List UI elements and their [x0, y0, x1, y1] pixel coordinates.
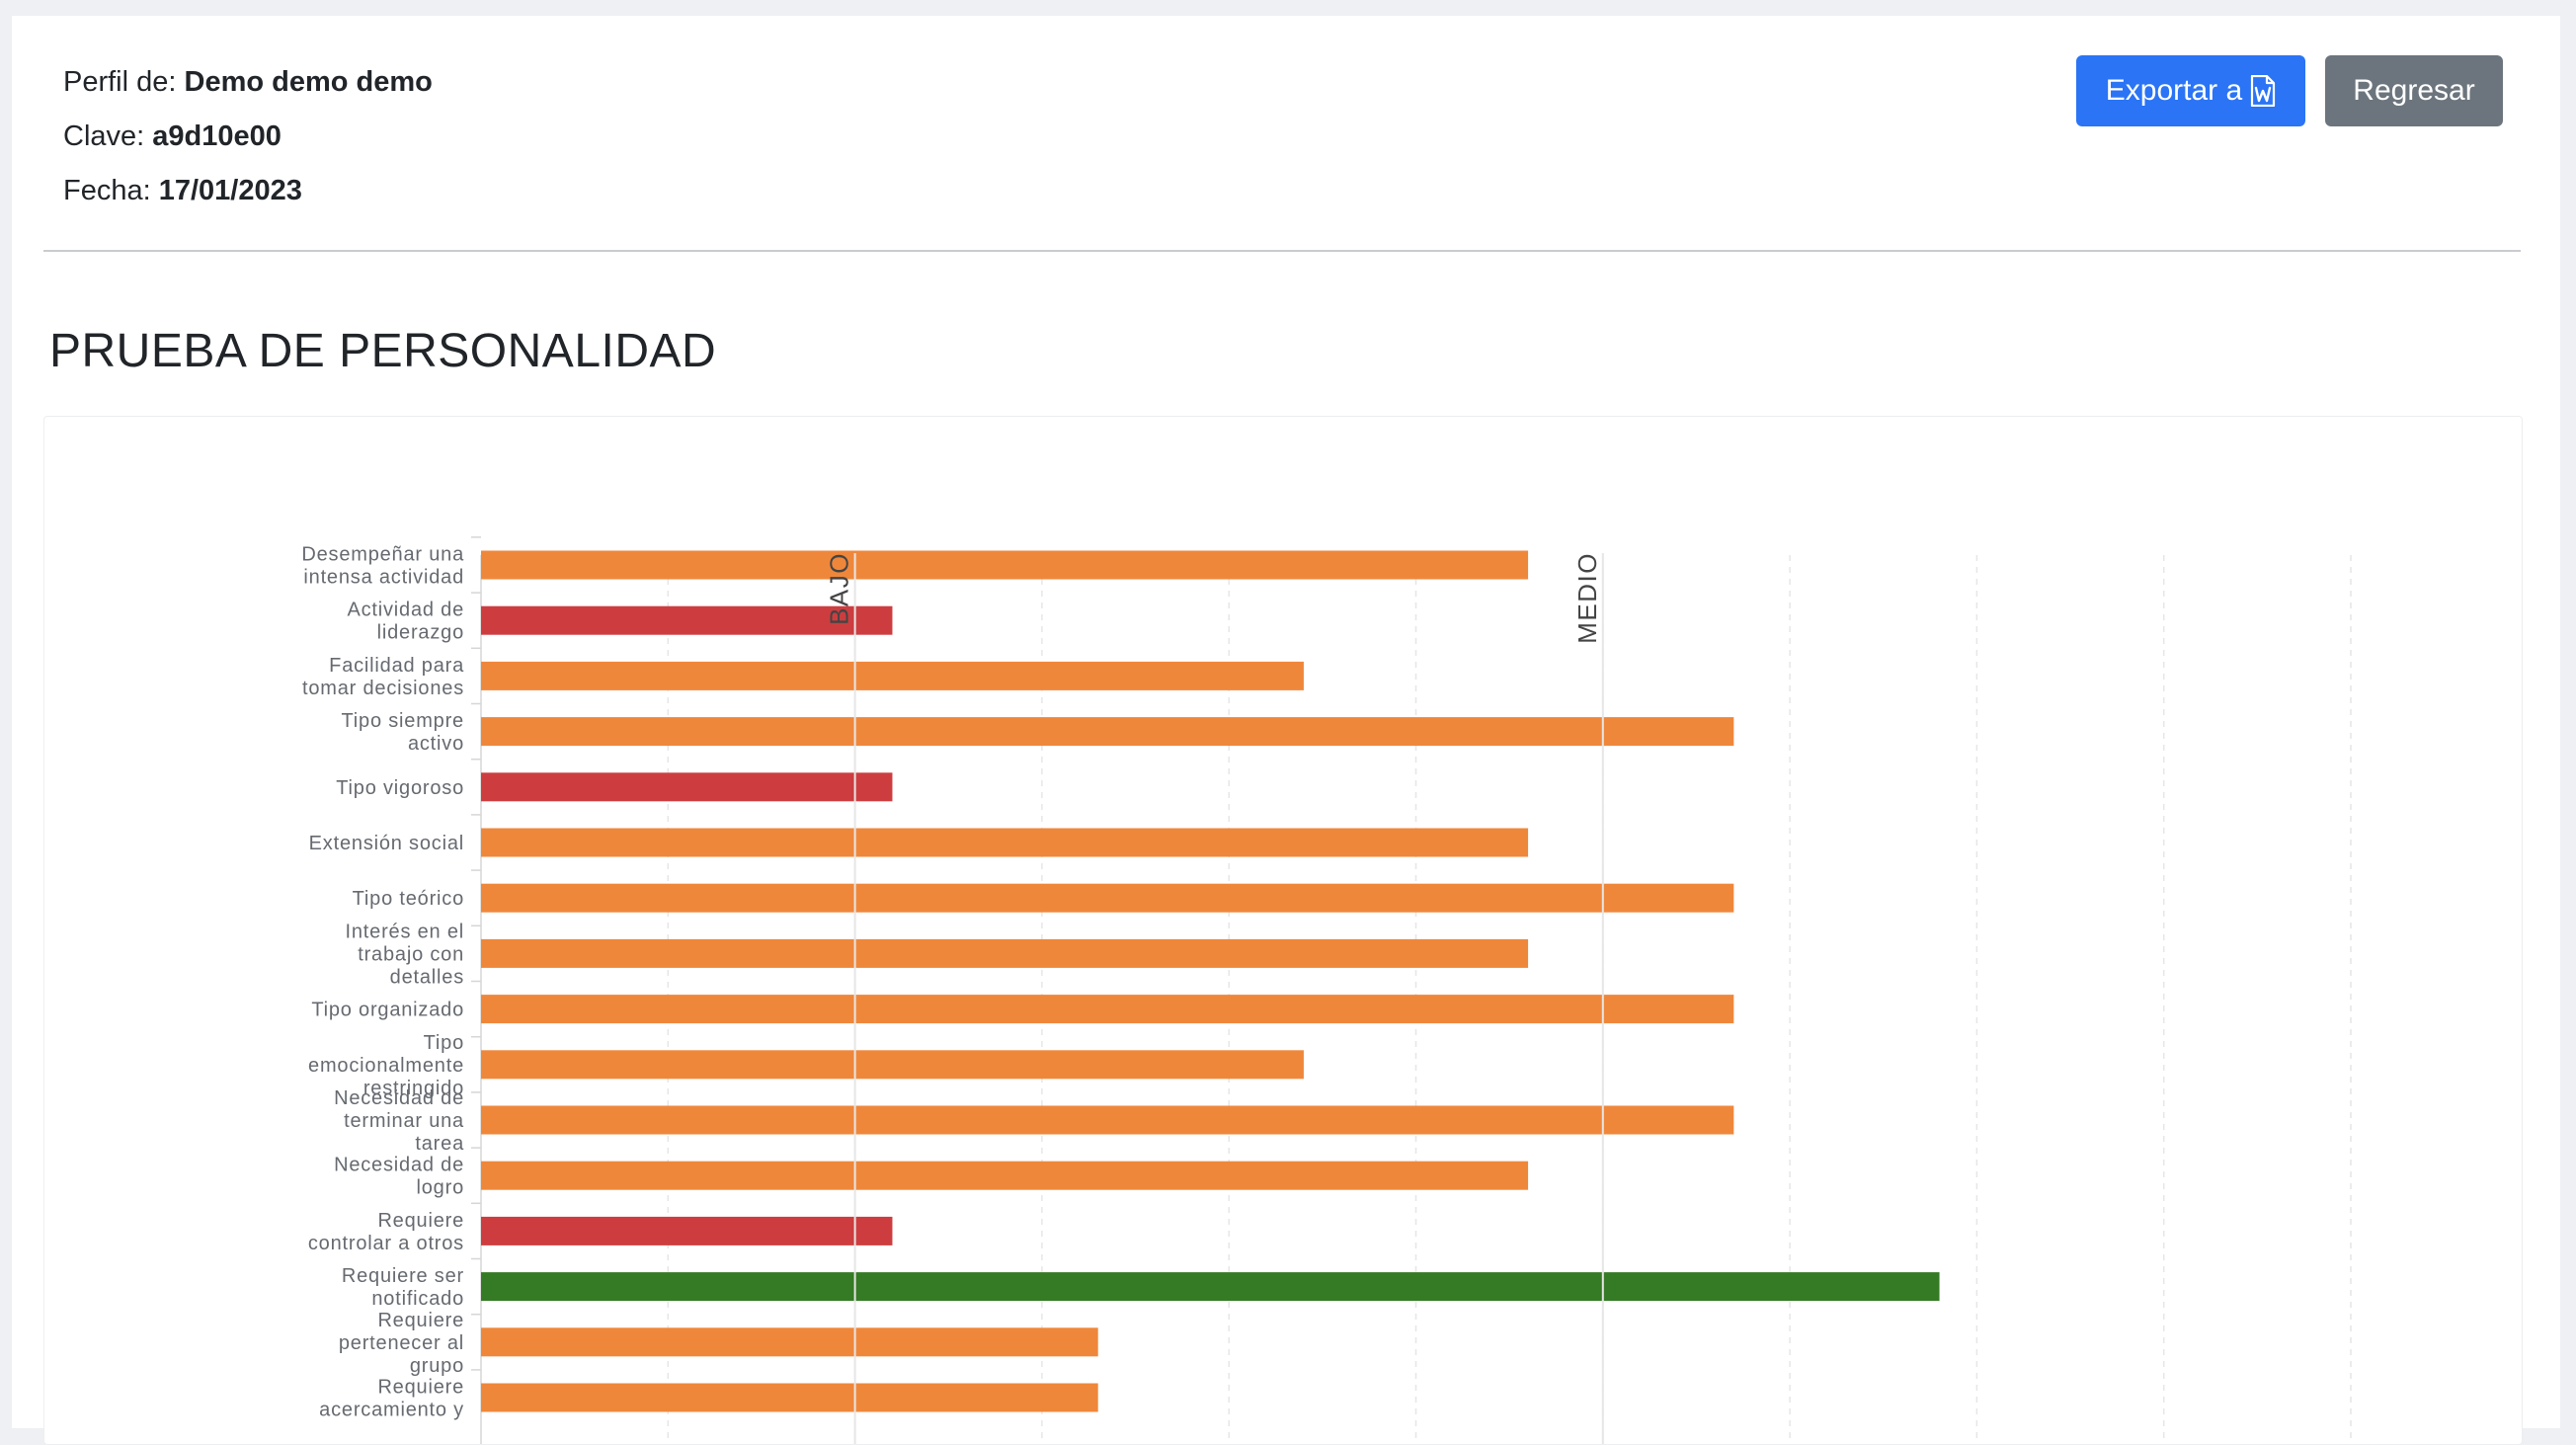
bar [481, 1216, 893, 1245]
category-label: tomar decisiones [302, 678, 464, 699]
category-label: tarea [415, 1133, 464, 1155]
bar [481, 1327, 1098, 1357]
category-label: emocionalmente [308, 1055, 464, 1077]
category-label: intensa actividad [303, 567, 464, 589]
category-label: Tipo [424, 1032, 464, 1054]
bar [481, 550, 1529, 580]
category-label: restringido [363, 1078, 464, 1099]
category-label: Tipo teórico [353, 888, 464, 910]
action-buttons: Exportar a Regresar [2076, 55, 2503, 126]
annotation-label: BAJO [825, 552, 854, 625]
category-label: Interés en el [346, 921, 464, 942]
bar [481, 938, 1529, 968]
category-label: liderazgo [377, 622, 464, 644]
category-label: terminar una [344, 1110, 464, 1132]
bar [481, 883, 1734, 913]
bar [481, 1383, 1098, 1412]
bar [481, 995, 1734, 1024]
category-label: controlar a otros [308, 1233, 464, 1254]
key-label: Clave: [63, 120, 145, 152]
category-label: Tipo siempre [342, 710, 464, 732]
bar [481, 1050, 1304, 1080]
category-label: Requiere [377, 1210, 464, 1232]
word-file-icon [2250, 74, 2276, 108]
category-label: Necesidad de [334, 1087, 464, 1109]
section-title: PRUEBA DE PERSONALIDAD [49, 325, 717, 377]
category-label: Requiere ser [342, 1265, 464, 1287]
profile-info: Perfil de: Demo demo demo Clave: a9d10e0… [63, 55, 433, 218]
category-label: Requiere [377, 1310, 464, 1331]
bar [481, 661, 1304, 690]
category-label: trabajo con [358, 943, 464, 965]
bar [481, 1161, 1529, 1190]
bar [481, 717, 1734, 747]
page: Perfil de: Demo demo demo Clave: a9d10e0… [12, 16, 2560, 1445]
back-button[interactable]: Regresar [2325, 55, 2503, 126]
category-label: Tipo organizado [311, 1000, 464, 1021]
category-label: Actividad de [347, 600, 464, 621]
bar [481, 1105, 1734, 1135]
key-row: Clave: a9d10e00 [63, 110, 433, 164]
category-label: Facilidad para [329, 655, 464, 677]
category-label: pertenecer al [339, 1332, 464, 1354]
key-value: a9d10e00 [152, 120, 282, 152]
category-label: logro [417, 1177, 464, 1199]
export-button[interactable]: Exportar a [2076, 55, 2305, 126]
category-label: Necesidad de [334, 1155, 464, 1176]
header-divider [43, 250, 2521, 252]
annotation-label: MEDIO [1572, 552, 1602, 644]
category-label: notificado [371, 1288, 464, 1310]
category-label: Desempeñar una [301, 544, 464, 566]
profile-label: Perfil de: [63, 66, 177, 98]
bar [481, 1272, 1940, 1302]
bar [481, 605, 893, 635]
profile-row: Perfil de: Demo demo demo [63, 55, 433, 110]
category-label: Extensión social [309, 833, 464, 854]
category-label: activo [408, 733, 464, 755]
category-label: acercamiento y [319, 1400, 464, 1421]
date-label: Fecha: [63, 175, 151, 206]
profile-value: Demo demo demo [184, 66, 433, 98]
category-label: Tipo vigoroso [336, 777, 464, 799]
category-label: grupo [410, 1355, 464, 1377]
category-label: detalles [390, 966, 464, 988]
bar [481, 772, 893, 802]
chart-card: Desempeñar una intensa actividad Actividad… [43, 416, 2523, 1445]
bar [481, 828, 1529, 857]
date-row: Fecha: 17/01/2023 [63, 164, 433, 218]
export-button-label: Exportar a [2105, 74, 2243, 107]
date-value: 17/01/2023 [158, 175, 302, 206]
category-label: Requiere [377, 1377, 464, 1399]
